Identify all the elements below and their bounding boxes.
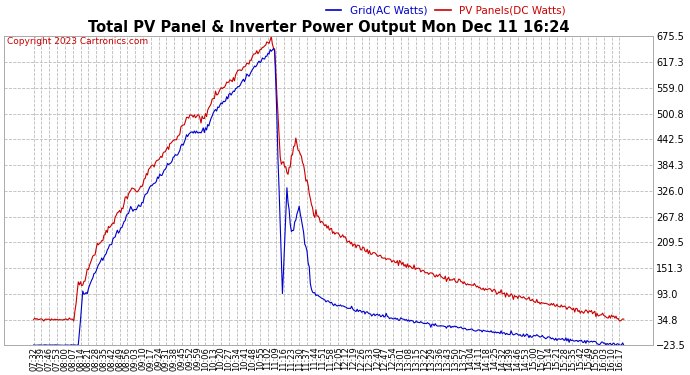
Legend: Grid(AC Watts), PV Panels(DC Watts): Grid(AC Watts), PV Panels(DC Watts)	[322, 2, 570, 20]
Text: Copyright 2023 Cartronics.com: Copyright 2023 Cartronics.com	[7, 38, 148, 46]
Title: Total PV Panel & Inverter Power Output Mon Dec 11 16:24: Total PV Panel & Inverter Power Output M…	[88, 20, 569, 35]
